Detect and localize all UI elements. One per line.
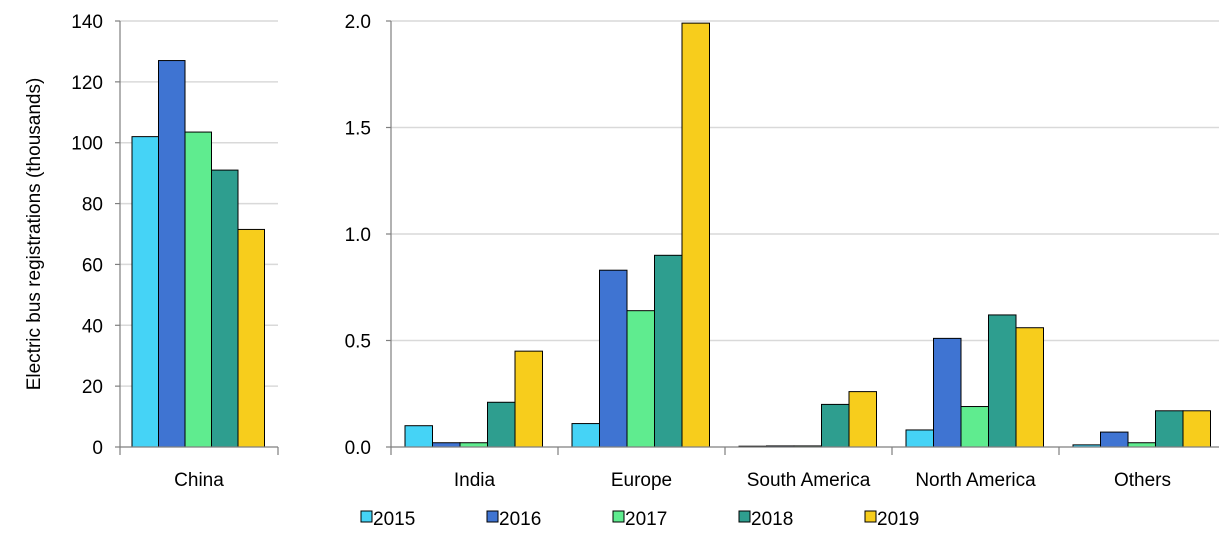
bar-india-2018 bbox=[487, 401, 516, 448]
y-tick-label: 60 bbox=[82, 255, 103, 276]
y-axis-title: Electric bus registrations (thousands) bbox=[24, 78, 45, 391]
bar-china-2016 bbox=[158, 60, 186, 448]
y-tick-label: 0 bbox=[92, 438, 103, 459]
legend-label-2016: 2016 bbox=[499, 509, 541, 530]
y-tick-label: 20 bbox=[82, 377, 103, 398]
y-tick-label: 100 bbox=[71, 134, 103, 155]
labels: 0 20 40 60 80 100 120 140 China Electric bus regi… bbox=[24, 12, 1171, 491]
bar-north-america-2017 bbox=[960, 406, 989, 448]
bar-india-2019 bbox=[514, 350, 543, 448]
legend-swatch-2016 bbox=[486, 510, 499, 523]
bar-india-2017 bbox=[459, 442, 488, 448]
legend-label-2017: 2017 bbox=[625, 509, 667, 530]
bar-europe-2017 bbox=[626, 310, 655, 448]
x-category-label-south-america: South America bbox=[747, 470, 871, 491]
bar-others-2018 bbox=[1155, 410, 1184, 448]
bar-others-2016 bbox=[1100, 431, 1129, 448]
bar-china-2017 bbox=[184, 131, 212, 448]
y-tick-label: 40 bbox=[82, 316, 103, 337]
x-category-label-north-america: North America bbox=[915, 470, 1036, 491]
legend-swatch-2015 bbox=[360, 510, 373, 523]
y-tick-label: 140 bbox=[71, 12, 103, 33]
x-category-label-china: China bbox=[174, 470, 224, 491]
x-category-label-europe: Europe bbox=[611, 470, 672, 491]
bar-europe-2015 bbox=[571, 423, 600, 448]
bar-china-2015 bbox=[131, 136, 159, 448]
legend-label-2019: 2019 bbox=[877, 509, 919, 530]
legend-swatch-2019 bbox=[864, 510, 877, 523]
y-tick-label: 80 bbox=[82, 195, 103, 216]
bar-europe-2016 bbox=[599, 269, 628, 448]
bar-north-america-2015 bbox=[905, 429, 934, 448]
y-tick-label: 120 bbox=[71, 73, 103, 94]
x-category-label-others: Others bbox=[1114, 470, 1171, 491]
bar-north-america-2019 bbox=[1015, 327, 1044, 448]
bar-south-america-2018 bbox=[821, 403, 850, 448]
y-tick-label: 1.0 bbox=[345, 225, 371, 246]
bar-others-2017 bbox=[1127, 442, 1156, 448]
bar-europe-2018 bbox=[654, 254, 683, 448]
y-tick-label: 1.5 bbox=[345, 119, 371, 140]
bar-others-2019 bbox=[1182, 410, 1211, 448]
bar-india-2016 bbox=[432, 442, 461, 448]
legend: 2015 2016 2017 2018 2019 bbox=[360, 509, 919, 530]
legend-swatch-2017 bbox=[612, 510, 625, 523]
bars bbox=[131, 22, 1211, 448]
bar-india-2015 bbox=[404, 425, 433, 448]
axes bbox=[115, 20, 1219, 455]
bar-north-america-2018 bbox=[988, 314, 1017, 448]
y-tick-label: 2.0 bbox=[345, 12, 371, 33]
legend-label-2018: 2018 bbox=[751, 509, 793, 530]
bar-north-america-2016 bbox=[933, 337, 962, 448]
y-tick-label: 0.5 bbox=[345, 332, 371, 353]
bar-south-america-2019 bbox=[848, 391, 877, 448]
bar-china-2019 bbox=[237, 228, 265, 448]
legend-label-2015: 2015 bbox=[373, 509, 415, 530]
x-category-label-india: India bbox=[454, 470, 496, 491]
bar-china-2018 bbox=[211, 169, 239, 448]
y-tick-label: 0.0 bbox=[345, 438, 371, 459]
legend-swatch-2018 bbox=[738, 510, 751, 523]
bar-europe-2019 bbox=[681, 22, 710, 448]
